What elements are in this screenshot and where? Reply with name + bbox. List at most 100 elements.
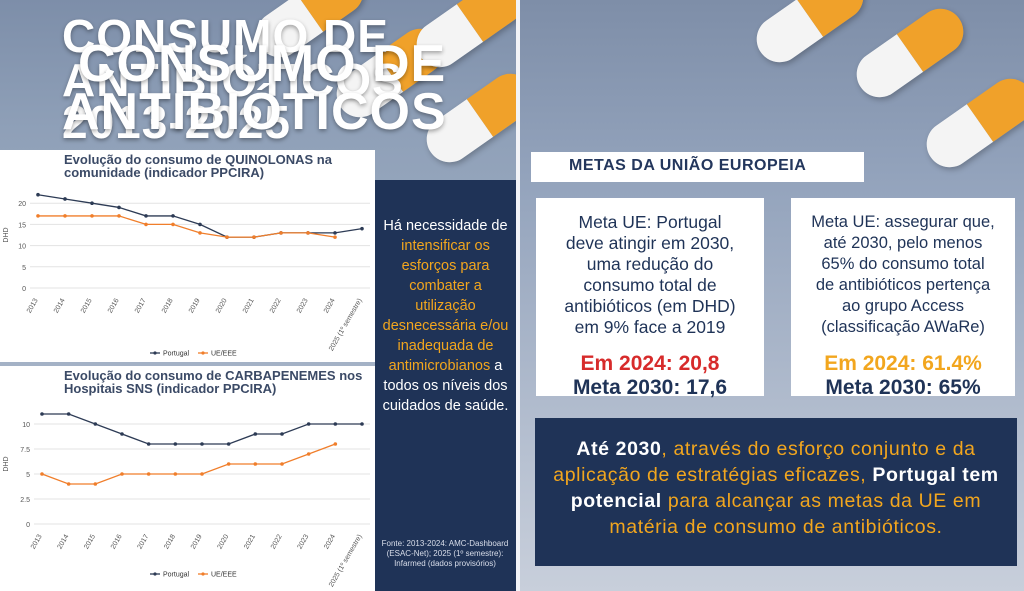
y-tick-label: 10 <box>22 422 30 429</box>
card2-line: Meta UE: assegurar que, <box>811 213 995 231</box>
x-tick-label: 2018 <box>161 297 175 314</box>
card2-description: Meta UE: assegurar que, até 2030, pelo m… <box>791 198 1015 338</box>
source-note: Fonte: 2013-2024: AMC-Dashboard (ESAC-Ne… <box>381 539 509 568</box>
conclusion-text: Até 2030, através do esforço conjunto e … <box>545 436 1007 540</box>
legend-marker <box>153 572 157 576</box>
total-consumption-target-card: Meta UE: Portugal deve atingir em 2030, … <box>536 198 764 399</box>
access-group-target-card: Meta UE: assegurar que, até 2030, pelo m… <box>791 198 1015 399</box>
legend-label: Portugal <box>163 351 190 358</box>
card1-line: em 9% face a 2019 <box>574 317 726 337</box>
legend-marker <box>153 351 157 355</box>
card1-description: Meta UE: Portugal deve atingir em 2030, … <box>536 198 764 338</box>
data-point <box>360 226 364 231</box>
message-highlight: intensificar os esforços para combater a… <box>382 238 509 374</box>
data-point <box>306 422 311 426</box>
panel-divider <box>516 0 520 591</box>
data-point <box>333 442 338 446</box>
x-tick-label: 2020 <box>215 297 229 314</box>
x-tick-label: 2013 <box>30 533 44 550</box>
pill-decoration <box>917 69 1024 177</box>
y-tick-label: 0 <box>22 286 26 293</box>
data-point <box>120 432 124 436</box>
data-point <box>117 205 121 210</box>
series-line-portugal <box>42 413 362 445</box>
x-tick-label: 2023 <box>296 297 310 314</box>
eu-targets-label: METAS DA UNIÃO EUROPEIA <box>569 157 807 174</box>
left-title-line-1: CONSUMO DE <box>62 10 389 62</box>
data-point <box>90 201 94 205</box>
data-point <box>253 462 258 466</box>
chart1-title-line-2: comunidade (indicador PPCIRA) <box>64 165 265 180</box>
quinolones-chart-card: Evolução do consumo de QUINOLONAS na com… <box>0 150 375 362</box>
left-title-line-2: ANTIBIÓTICOS <box>62 54 404 106</box>
conclusion-bold-2: Portugal tem potencial <box>570 464 999 512</box>
conclusion-text-1: , através do esforço conjunto e da aplic… <box>553 438 976 486</box>
data-point <box>40 412 44 416</box>
data-point <box>93 482 98 486</box>
data-point <box>171 222 175 227</box>
data-point <box>198 231 202 235</box>
card2-line: 65% do consumo total <box>821 255 985 273</box>
y-tick-label: 20 <box>18 201 26 208</box>
eu-targets-banner <box>531 152 864 182</box>
data-point <box>200 442 204 446</box>
quinolones-line-chart: 0 5 10 15 20 DHD 2013 2014 2015 2016 2017 2018 2019 2… <box>3 192 370 358</box>
data-point <box>144 222 148 227</box>
x-tick-label: 2020 <box>217 533 231 550</box>
message-part-2: a todos os níveis dos cuidados de saúde. <box>382 358 509 414</box>
data-point <box>173 472 178 476</box>
data-point <box>333 235 337 239</box>
y-axis-label: DHD <box>3 227 10 242</box>
y-tick-label: 15 <box>18 222 26 229</box>
necessity-message: Há necessidade de intensificar os esforç… <box>378 216 513 416</box>
data-point <box>63 214 67 218</box>
y-tick-label: 10 <box>18 244 26 251</box>
data-point <box>93 422 98 426</box>
x-tick-label: 2015 <box>83 533 97 550</box>
card2-line: de antibióticos pertença <box>815 276 991 294</box>
pill-decoration <box>747 0 873 72</box>
data-point <box>333 422 338 426</box>
x-tick-label: 2014 <box>57 533 71 550</box>
legend-label: UE/EEE <box>211 572 237 579</box>
x-tick-label: 2024 <box>323 297 337 314</box>
carbapenems-chart-card: Evolução do consumo de CARBAPENEMES nos … <box>0 366 375 591</box>
data-point <box>280 462 284 466</box>
conclusion-bold-1: Até 2030 <box>576 438 662 460</box>
data-point <box>333 231 337 235</box>
data-point <box>252 235 256 239</box>
carbapenems-line-chart: 0 2.5 5 7.5 10 DHD 2013 2014 2015 2016 2017 2018 201… <box>3 412 370 588</box>
left-title-line-3: 2013-2025 <box>62 96 291 148</box>
y-axis-label: DHD <box>3 456 10 471</box>
card1-current-value: Em 2024: 20,8 <box>580 352 720 375</box>
x-tick-label: 2022 <box>269 297 283 314</box>
card1-line: Meta UE: Portugal <box>578 212 722 232</box>
data-point <box>90 214 94 218</box>
y-tick-label: 7.5 <box>20 447 30 454</box>
data-point <box>226 442 231 446</box>
card1-target-value: Meta 2030: 17,6 <box>572 376 728 399</box>
data-point <box>306 231 310 235</box>
y-tick-label: 2.5 <box>20 497 30 504</box>
y-tick-label: 5 <box>22 265 26 272</box>
chart2-title-line-1: Evolução do consumo de CARBAPENEMES nos <box>64 368 363 383</box>
card2-current-value: Em 2024: 61.4% <box>824 352 982 375</box>
data-point <box>146 442 151 446</box>
data-point <box>40 472 44 476</box>
card1-line: consumo total de <box>583 275 717 295</box>
card1-line: antibióticos (em DHD) <box>564 296 736 316</box>
conclusion-text-2: para alcançar as metas da UE em matéria … <box>609 490 982 538</box>
x-tick-label: 2023 <box>297 533 311 550</box>
x-tick-label: 2024 <box>323 533 337 550</box>
data-point <box>36 214 40 218</box>
y-tick-label: 0 <box>26 522 30 529</box>
data-point <box>306 452 311 456</box>
data-point <box>253 432 258 436</box>
x-tick-label: 2016 <box>110 533 124 550</box>
data-point <box>36 192 40 197</box>
message-box <box>375 180 516 591</box>
right-title-line-1: CONSUMO DE <box>78 35 447 93</box>
data-point <box>200 472 204 476</box>
y-tick-label: 5 <box>26 472 30 479</box>
data-point <box>120 472 124 476</box>
